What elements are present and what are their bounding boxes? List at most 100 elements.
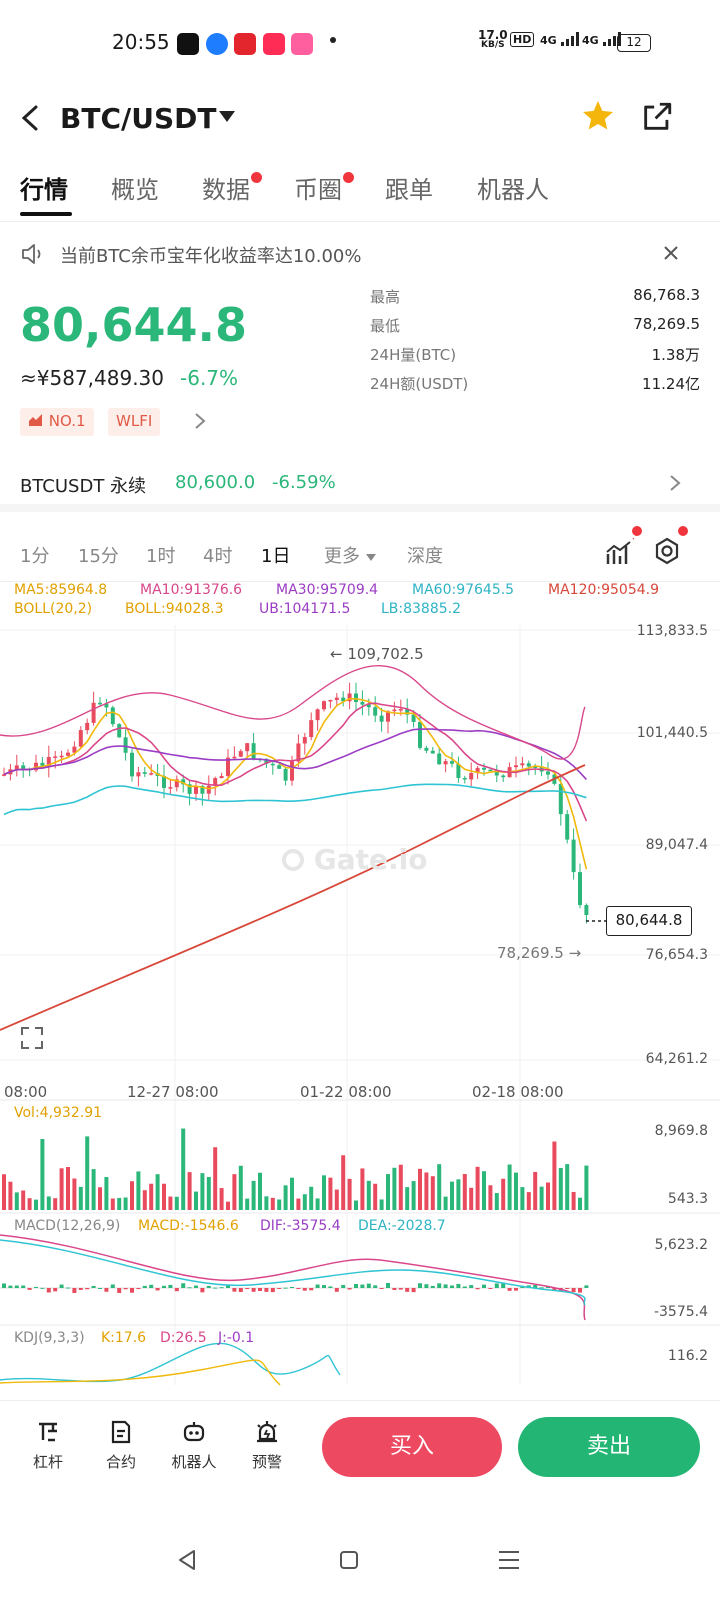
close-icon[interactable] <box>662 244 680 262</box>
macd-bar <box>539 1287 544 1289</box>
candle-body <box>469 773 474 780</box>
chevron-down-icon[interactable] <box>218 110 236 124</box>
battery-icon: 12 <box>617 34 651 52</box>
macd-bar <box>78 1288 83 1290</box>
badge-dot <box>678 526 688 536</box>
macd-bar <box>174 1288 179 1292</box>
buy-button[interactable]: 买入 <box>322 1417 502 1477</box>
share-icon[interactable] <box>640 100 674 134</box>
perpetual-row[interactable]: BTCUSDT 永续 80,600.0 -6.59% <box>0 462 720 512</box>
candle-body <box>347 693 352 702</box>
macd-bar <box>149 1284 154 1288</box>
star-icon[interactable] <box>580 98 616 134</box>
boll-upper-line <box>0 665 586 760</box>
volume-bar <box>27 1198 32 1210</box>
candle-body <box>398 709 403 711</box>
back-arrow-icon[interactable] <box>18 104 42 132</box>
macd-bar <box>334 1288 339 1292</box>
macd-bar <box>424 1284 429 1288</box>
notice-bar[interactable]: 当前BTC余币宝年化收益率达10.00% <box>0 232 720 278</box>
nav-home-icon[interactable] <box>339 1550 359 1570</box>
candle-body <box>488 769 493 772</box>
interval-1m[interactable]: 1分 <box>20 546 50 567</box>
candle-body <box>2 774 6 776</box>
badge-dot <box>251 172 262 183</box>
settings-icon[interactable] <box>652 536 682 566</box>
indicator-icon[interactable] <box>604 538 634 568</box>
macd-bar <box>565 1288 570 1289</box>
volume-bar <box>136 1171 141 1210</box>
interval-1d[interactable]: 1日 <box>261 546 291 567</box>
bot-button[interactable]: 机器人 <box>164 1419 224 1472</box>
tab-bot[interactable]: 机器人 <box>477 170 549 205</box>
interval-15m[interactable]: 15分 <box>78 546 119 567</box>
x-tick: 12-27 08:00 <box>127 1083 219 1101</box>
leverage-button[interactable]: 杠杆 <box>18 1419 78 1472</box>
candle-body <box>430 750 435 754</box>
boll-ub: UB:104171.5 <box>259 601 351 617</box>
ma10-line <box>3 702 588 822</box>
volume-bar <box>533 1171 538 1210</box>
volume-bar <box>181 1128 186 1210</box>
kline-chart[interactable]: MA5:85964.8 MA10:91376.6 MA30:95709.4 MA… <box>0 582 720 1400</box>
tag-chip[interactable]: WLFI <box>108 408 161 436</box>
chevron-right-icon <box>670 475 681 491</box>
candle-body <box>226 757 230 777</box>
stat-amount-label: 24H额(USDT) <box>370 375 469 393</box>
macd-bar <box>162 1285 166 1288</box>
volume-bar <box>366 1180 371 1210</box>
contract-button[interactable]: 合约 <box>91 1419 151 1472</box>
x-tick: 08:00 <box>4 1083 48 1101</box>
volume-bar <box>2 1174 6 1210</box>
macd-bar <box>437 1283 442 1288</box>
volume-bar <box>450 1181 454 1210</box>
macd-bar <box>66 1287 70 1289</box>
nav-menu-icon[interactable] <box>498 1550 520 1570</box>
chevron-right-icon[interactable] <box>193 412 207 430</box>
candle-body <box>136 772 141 777</box>
volume-bar <box>373 1183 378 1210</box>
ma30-line <box>3 728 587 780</box>
interval-more[interactable]: 更多 <box>324 542 376 568</box>
chart-canvas <box>0 625 720 1386</box>
tab-market[interactable]: 行情 <box>20 170 68 205</box>
tab-overview[interactable]: 概览 <box>111 170 159 205</box>
macd-bar <box>104 1288 109 1292</box>
candle-body <box>501 775 506 778</box>
ma60-line <box>3 783 587 816</box>
macd-bar <box>232 1288 237 1292</box>
macd-legend: MACD(12,26,9) <box>14 1218 121 1234</box>
macd-bar <box>245 1288 250 1290</box>
macd-bar <box>386 1283 390 1288</box>
tab-community[interactable]: 币圈 <box>294 170 354 205</box>
shopping-icon <box>263 33 285 55</box>
alarm-icon <box>257 1421 277 1443</box>
macd-bar <box>309 1288 314 1291</box>
macd-bar <box>219 1287 224 1289</box>
macd-bar <box>98 1287 102 1289</box>
sell-button[interactable]: 卖出 <box>518 1417 700 1477</box>
interval-1h[interactable]: 1时 <box>146 546 176 567</box>
volume-bar <box>59 1168 64 1210</box>
rank-chip[interactable]: NO.1 <box>20 408 94 436</box>
signal-icon: 4G <box>540 32 579 47</box>
nav-back-icon[interactable] <box>176 1548 198 1572</box>
tab-data[interactable]: 数据 <box>202 170 262 205</box>
interval-4h[interactable]: 4时 <box>203 546 233 567</box>
interval-depth[interactable]: 深度 <box>407 546 443 567</box>
leverage-label: 杠杆 <box>32 1453 63 1471</box>
alert-button[interactable]: 预警 <box>237 1419 297 1472</box>
candle-body <box>213 778 218 786</box>
volume-bar <box>104 1177 109 1210</box>
candle-body <box>411 714 416 722</box>
fullscreen-icon[interactable] <box>20 1026 44 1050</box>
volume-bar <box>174 1196 179 1210</box>
candle-body <box>270 763 275 766</box>
ma5-line <box>3 697 588 870</box>
candle-body <box>354 693 358 702</box>
candle-body <box>251 743 256 759</box>
pair-title[interactable]: BTC/USDT <box>60 102 217 135</box>
tab-copy-trade[interactable]: 跟单 <box>385 170 433 205</box>
volume-bar <box>72 1178 77 1210</box>
macd-bar <box>181 1283 186 1288</box>
